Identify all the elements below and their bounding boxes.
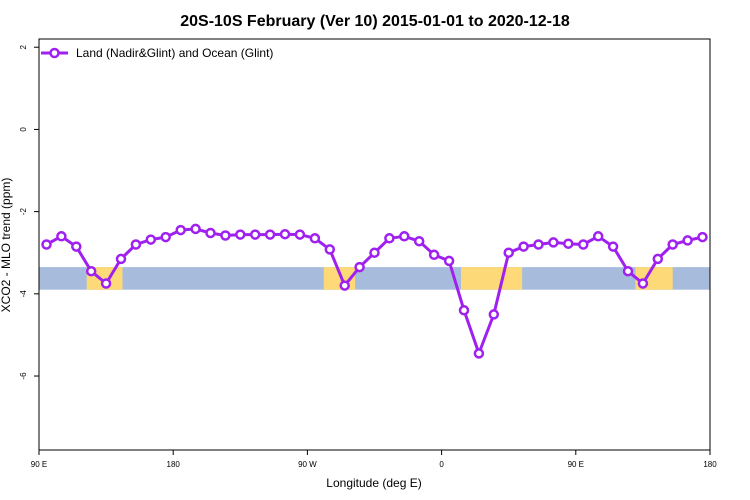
- plot-frame: [38, 38, 711, 451]
- data-point: [115, 253, 127, 265]
- data-point: [160, 231, 171, 243]
- data-point: [443, 255, 455, 267]
- x-tick-label: 90 E: [31, 460, 47, 469]
- y-axis: 2 0 -2 -4 -6: [19, 44, 39, 380]
- data-point: [548, 237, 559, 248]
- map-strip: [39, 267, 710, 290]
- data-point: [41, 239, 52, 250]
- data-point: [264, 229, 276, 240]
- y-tick-label: -6: [19, 372, 28, 380]
- data-point: [309, 233, 321, 244]
- x-tick-label: 90 E: [568, 460, 584, 469]
- data-point: [682, 235, 693, 246]
- data-point: [533, 239, 544, 250]
- data-point: [205, 227, 216, 239]
- data-point: [667, 239, 678, 250]
- data-point: [175, 224, 186, 236]
- legend-label: Land (Nadir&Glint) and Ocean (Glint): [76, 46, 273, 60]
- y-axis-label: XCO2 - MLO trend (ppm): [0, 178, 13, 313]
- data-point: [85, 265, 97, 277]
- chart-title: 20S-10S February (Ver 10) 2015-01-01 to …: [180, 13, 570, 30]
- data-point: [637, 278, 649, 289]
- data-point: [399, 231, 410, 242]
- data-point: [235, 229, 246, 240]
- land-region: [460, 267, 523, 290]
- data-point: [428, 249, 440, 261]
- data-point: [473, 348, 485, 359]
- y-tick-label: -2: [19, 208, 28, 216]
- x-tick-label: 180: [167, 460, 181, 469]
- y-tick-label: 2: [19, 44, 28, 49]
- data-point: [56, 231, 67, 242]
- legend-marker: [49, 47, 60, 59]
- data-point: [324, 244, 336, 255]
- data-point: [190, 223, 201, 235]
- data-point: [413, 235, 425, 247]
- data-point: [622, 265, 634, 277]
- data-point: [578, 239, 589, 250]
- x-axis: 90 E 180 90 W 0 90 E 180: [31, 450, 717, 469]
- data-point: [249, 229, 261, 240]
- data-point: [518, 241, 529, 252]
- data-point: [652, 253, 664, 265]
- series-layer: [41, 223, 708, 359]
- data-point: [339, 280, 350, 291]
- data-point: [503, 247, 514, 258]
- x-axis-label: Longitude (deg E): [326, 476, 421, 490]
- data-point: [563, 238, 574, 249]
- data-point: [354, 261, 365, 273]
- x-tick-label: 0: [439, 460, 444, 469]
- data-point: [145, 234, 157, 245]
- data-point: [294, 229, 306, 240]
- data-point: [384, 233, 395, 244]
- data-point: [71, 241, 82, 252]
- data-point: [279, 228, 291, 240]
- data-point: [488, 309, 500, 320]
- data-point: [458, 305, 470, 316]
- data-point: [369, 247, 380, 258]
- data-point: [697, 231, 708, 243]
- y-tick-label: -4: [19, 290, 28, 298]
- data-point: [592, 231, 604, 242]
- y-tick-label: 0: [19, 127, 28, 132]
- ocean-band: [39, 267, 710, 290]
- data-point: [607, 241, 619, 252]
- data-point: [220, 230, 231, 241]
- data-point: [130, 239, 142, 250]
- data-point: [100, 278, 112, 289]
- legend: Land (Nadir&Glint) and Ocean (Glint): [41, 46, 273, 60]
- x-tick-label: 180: [703, 460, 717, 469]
- x-tick-label: 90 W: [298, 460, 317, 469]
